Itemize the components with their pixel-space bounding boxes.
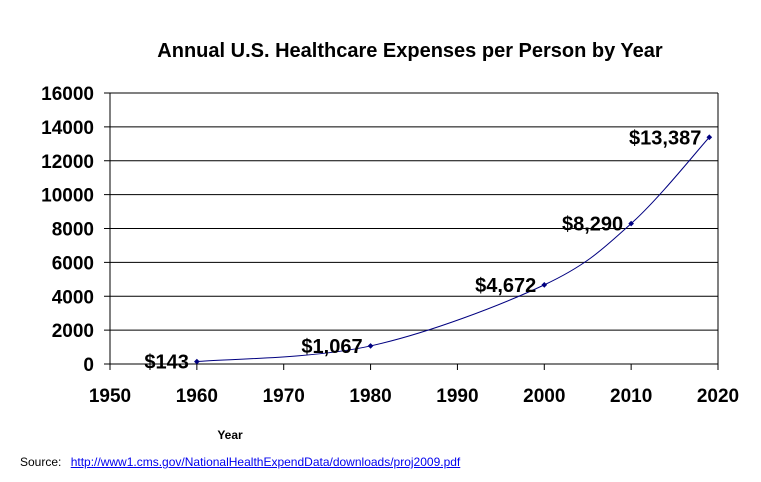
x-tick-label: 1990 <box>436 386 478 407</box>
source-link[interactable]: http://www1.cms.gov/NationalHealthExpend… <box>70 455 461 469</box>
y-tick-label: 0 <box>83 355 94 376</box>
x-tick-label: 1950 <box>89 386 131 407</box>
data-series <box>194 134 713 365</box>
y-tick-label: 16000 <box>41 84 94 105</box>
axes <box>104 92 719 370</box>
data-point <box>367 343 374 349</box>
series-line <box>196 136 710 363</box>
data-point <box>194 358 200 365</box>
x-axis-label: Year <box>217 428 243 442</box>
y-tick-label: 10000 <box>41 186 94 207</box>
data-label: $1,067 <box>301 336 362 358</box>
chart-title: Annual U.S. Healthcare Expenses per Pers… <box>157 40 663 62</box>
x-tick-label: 2010 <box>610 386 652 407</box>
source-label: Source: <box>20 455 62 469</box>
data-label: $4,672 <box>475 275 536 297</box>
data-point <box>706 134 713 141</box>
x-tick-label: 1960 <box>176 386 218 407</box>
gridlines <box>110 92 718 365</box>
data-label: $143 <box>144 352 189 374</box>
x-tick-label: 2020 <box>697 386 739 407</box>
y-tick-label: 14000 <box>41 118 94 139</box>
x-tick-labels: 1950 1960 1970 1980 1990 2000 2010 2020 <box>89 386 739 407</box>
data-label: $8,290 <box>562 214 623 236</box>
x-tick-label: 2000 <box>523 386 565 407</box>
y-tick-label: 6000 <box>52 253 94 274</box>
y-tick-label: 12000 <box>41 152 94 173</box>
source-note: Source: http://www1.cms.gov/NationalHeal… <box>20 455 460 469</box>
data-point <box>541 282 548 288</box>
y-tick-label: 2000 <box>52 321 94 342</box>
data-label: $13,387 <box>629 127 701 149</box>
y-tick-labels: 0 2000 4000 6000 8000 10000 12000 14000 16000 <box>41 84 94 376</box>
x-tick-label: 1980 <box>349 386 391 407</box>
x-tick-label: 1970 <box>263 386 305 407</box>
y-tick-label: 4000 <box>52 287 94 308</box>
data-labels: $143 $1,067 $4,672 $8,290 $13,387 <box>144 127 701 373</box>
data-point <box>628 220 634 227</box>
y-tick-label: 8000 <box>52 220 94 241</box>
